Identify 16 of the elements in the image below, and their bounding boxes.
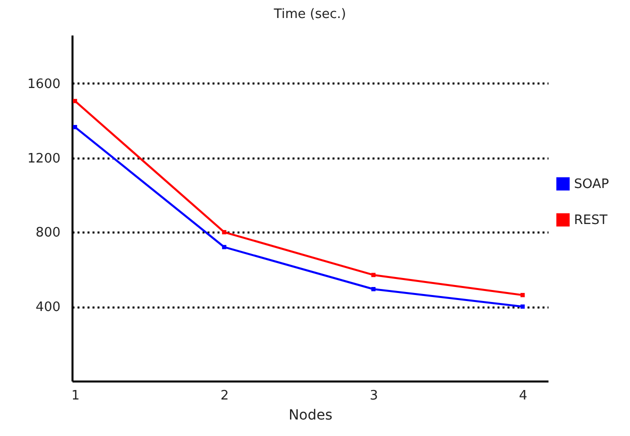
legend-label: SOAP — [574, 176, 610, 192]
point — [520, 292, 525, 298]
point — [520, 304, 525, 309]
x-axis-title: Nodes — [288, 408, 332, 424]
point — [222, 230, 226, 234]
x-tick-label: 3 — [370, 388, 378, 404]
x-tick-label: 1 — [71, 388, 80, 404]
x-tick-label: 2 — [220, 388, 229, 404]
x-tick-label: 4 — [518, 388, 528, 404]
y-tick-label: 1200 — [27, 151, 60, 166]
y-tick-label: 1600 — [27, 76, 60, 92]
y-tick-label: 400 — [36, 300, 60, 316]
y-tick-label: 800 — [36, 226, 60, 241]
legend-label: REST — [574, 212, 608, 228]
point — [222, 244, 226, 250]
chart-title: Time (sec.) — [272, 7, 346, 22]
